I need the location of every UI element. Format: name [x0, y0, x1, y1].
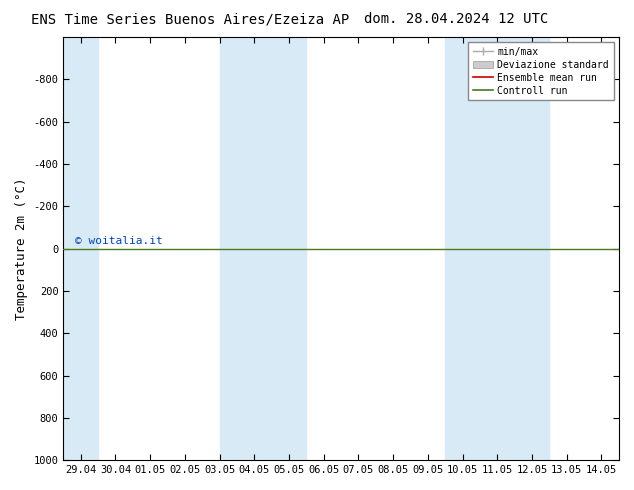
Text: ENS Time Series Buenos Aires/Ezeiza AP: ENS Time Series Buenos Aires/Ezeiza AP [31, 12, 349, 26]
Bar [219, 37, 306, 460]
Bar [445, 37, 549, 460]
Text: dom. 28.04.2024 12 UTC: dom. 28.04.2024 12 UTC [365, 12, 548, 26]
Legend: min/max, Deviazione standard, Ensemble mean run, Controll run: min/max, Deviazione standard, Ensemble m… [469, 42, 614, 100]
Bar [63, 37, 98, 460]
Text: © woitalia.it: © woitalia.it [75, 237, 162, 246]
Y-axis label: Temperature 2m (°C): Temperature 2m (°C) [15, 177, 28, 320]
